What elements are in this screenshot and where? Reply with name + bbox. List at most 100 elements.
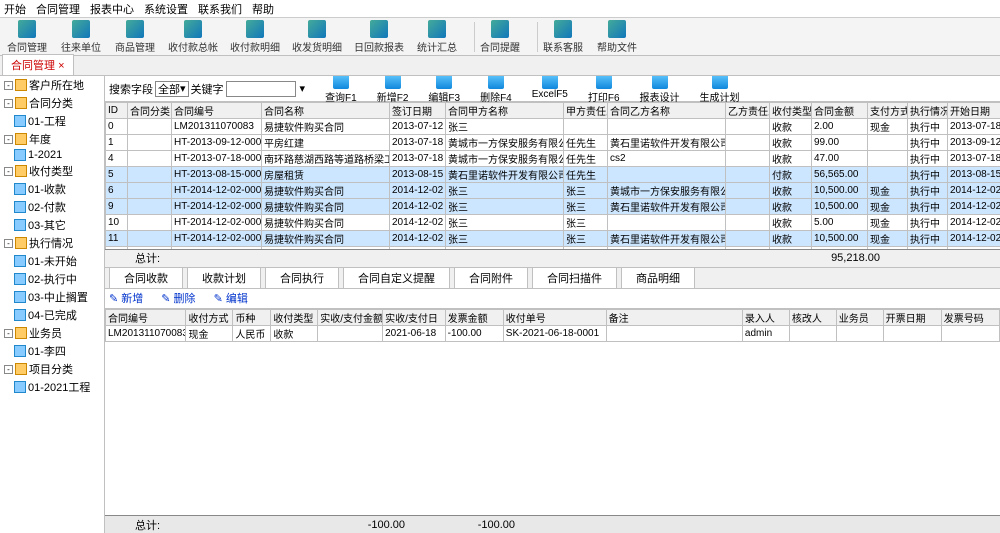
col-header[interactable]: 业务员 [836,309,883,325]
search-action-btn[interactable]: 查询F1 [325,76,357,104]
tree-node[interactable]: 03-其它 [0,216,104,234]
search-field-select[interactable]: 全部 ▾ [155,81,189,97]
col-header[interactable]: 录入人 [742,309,789,325]
col-header[interactable]: 签订日期 [390,103,446,119]
col-header[interactable]: 收付类型 [770,103,812,119]
search-action-btn[interactable]: 报表设计 [640,76,680,104]
table-row[interactable]: 11HT-2014-12-02-0006易捷软件购买合同2014-12-02张三… [106,231,1000,247]
toolbar-btn[interactable]: 商品管理 [114,19,156,55]
tree-node[interactable]: 04-已完成 [0,306,104,324]
table-row[interactable]: 5HT-2013-08-15-0001房屋租赁2013-08-15黄石里诺软件开… [106,167,1000,183]
table-row[interactable]: 0LM201311070083易捷软件购买合同2013-07-12张三收款2.0… [106,119,1000,135]
sub-tab[interactable]: 合同自定义提醒 [343,267,450,289]
sub-tab[interactable]: 商品明细 [621,267,695,289]
toolbar-btn[interactable]: 合同管理 [6,19,48,55]
col-header[interactable]: 合同编号 [172,103,262,119]
col-header[interactable]: 执行情况 [908,103,948,119]
toolbar-btn[interactable]: 统计汇总 [416,19,458,55]
tree-node[interactable]: 02-执行中 [0,270,104,288]
sub-tool-btn[interactable]: ✎ 删除 [161,290,195,306]
tree-node[interactable]: -年度 [0,130,104,148]
menu-item[interactable]: 帮助 [252,1,274,17]
tree-node[interactable]: 01-收款 [0,180,104,198]
contract-grid[interactable]: ID合同分类合同编号合同名称签订日期合同甲方名称甲方责任人合同乙方名称乙方责任人… [105,102,1000,249]
col-header[interactable]: 合同甲方名称 [446,103,564,119]
sub-tab[interactable]: 收款计划 [187,267,261,289]
toolbar-btn[interactable]: 帮助文件 [596,19,638,55]
col-header[interactable]: 开始日期 [948,103,1000,119]
search-action-btn[interactable]: 打印F6 [588,76,620,104]
sub-tool-btn[interactable]: ✎ 新增 [109,290,143,306]
tree-node[interactable]: 02-付款 [0,198,104,216]
col-header[interactable]: 核改人 [789,309,836,325]
tree-node[interactable]: 1-2021 [0,148,104,162]
menu-bar: 开始合同管理报表中心系统设置联系我们帮助 [0,0,1000,18]
tree-sidebar: -客户所在地-合同分类01-工程-年度1-2021-收付类型01-收款02-付款… [0,76,105,533]
col-header[interactable]: 收付类型 [271,309,318,325]
search-action-btn[interactable]: 删除F4 [480,76,512,104]
tree-node[interactable]: 01-未开始 [0,252,104,270]
menu-item[interactable]: 报表中心 [90,1,134,17]
col-header[interactable]: 合同名称 [262,103,390,119]
tree-node[interactable]: -客户所在地 [0,76,104,94]
search-action-btn[interactable]: 新增F2 [377,76,409,104]
tree-node[interactable]: -合同分类 [0,94,104,112]
col-header[interactable]: 合同分类 [128,103,172,119]
col-header[interactable]: 合同乙方名称 [608,103,726,119]
table-row[interactable]: 13HT-2022-06-28-0001送达2022-06-28黄石易捷路公交其… [106,247,1000,249]
table-row[interactable]: 9HT-2014-12-02-0004易捷软件购买合同2014-12-02张三张… [106,199,1000,215]
col-header[interactable]: 乙方责任人 [726,103,770,119]
search-action-btn[interactable]: 生成计划 [700,76,740,104]
col-header[interactable]: 支付方式 [868,103,908,119]
col-header[interactable]: 收付单号 [503,309,606,325]
table-row[interactable]: 10HT-2014-12-02-0005易捷软件购买合同2014-12-02张三… [106,215,1000,231]
col-header[interactable]: 发票号码 [941,309,999,325]
close-icon[interactable]: × [58,60,64,72]
sub-tab[interactable]: 合同收款 [109,267,183,289]
sub-tab[interactable]: 合同附件 [454,267,528,289]
col-header[interactable]: 发票金额 [445,309,503,325]
toolbar-btn[interactable]: 收发货明细 [292,19,342,55]
col-header[interactable]: 开票日期 [883,309,941,325]
menu-item[interactable]: 合同管理 [36,1,80,17]
toolbar-btn[interactable]: 往来单位 [60,19,102,55]
col-header[interactable]: 收付方式 [186,309,233,325]
col-header[interactable]: 合同金额 [812,103,868,119]
menu-item[interactable]: 系统设置 [144,1,188,17]
col-header[interactable]: 实收/支付日 [383,309,446,325]
tree-node[interactable]: -业务员 [0,324,104,342]
tree-node[interactable]: -项目分类 [0,360,104,378]
sub-tool-btn[interactable]: ✎ 编辑 [214,290,248,306]
tab-contract[interactable]: 合同管理 × [2,54,74,75]
table-row[interactable]: 1HT-2013-09-12-0001平房红建2013-07-18黄城市一方保安… [106,135,1000,151]
table-row[interactable]: LM201311070083现金人民币收款2021-06-18-100.00SK… [106,325,1000,341]
search-field-label: 搜索字段 [109,81,153,97]
toolbar-btn[interactable]: 收付款明细 [230,19,280,55]
col-header[interactable]: 合同编号 [106,309,186,325]
sub-tab[interactable]: 合同执行 [265,267,339,289]
tree-node[interactable]: 01-工程 [0,112,104,130]
toolbar-btn[interactable]: 合同提醒 [479,19,521,55]
search-action-btn[interactable]: ExcelF5 [532,76,568,104]
toolbar-btn[interactable]: 联系客服 [542,19,584,55]
tree-node[interactable]: 01-李四 [0,342,104,360]
col-header[interactable]: 甲方责任人 [564,103,608,119]
toolbar-btn[interactable]: 日回款报表 [354,19,404,55]
tree-node[interactable]: 03-中止搁置 [0,288,104,306]
table-row[interactable]: 4HT-2013-07-18-0001南环路慈湖西路等道路桥梁工程2013-07… [106,151,1000,167]
col-header[interactable]: ID [106,103,128,119]
tree-node[interactable]: -执行情况 [0,234,104,252]
table-row[interactable]: 6HT-2014-12-02-0001易捷软件购买合同2014-12-02张三张… [106,183,1000,199]
col-header[interactable]: 币种 [233,309,271,325]
col-header[interactable]: 实收/支付金额 [318,309,383,325]
search-action-btn[interactable]: 编辑F3 [428,76,460,104]
tree-node[interactable]: -收付类型 [0,162,104,180]
detail-grid[interactable]: 合同编号收付方式币种收付类型实收/支付金额实收/支付日发票金额收付单号备注录入人… [105,309,1000,369]
menu-item[interactable]: 开始 [4,1,26,17]
keyword-input[interactable] [226,81,296,97]
col-header[interactable]: 备注 [606,309,742,325]
tree-node[interactable]: 01-2021工程 [0,378,104,396]
toolbar-btn[interactable]: 收付款总帐 [168,19,218,55]
sub-tab[interactable]: 合同扫描件 [532,267,617,289]
menu-item[interactable]: 联系我们 [198,1,242,17]
